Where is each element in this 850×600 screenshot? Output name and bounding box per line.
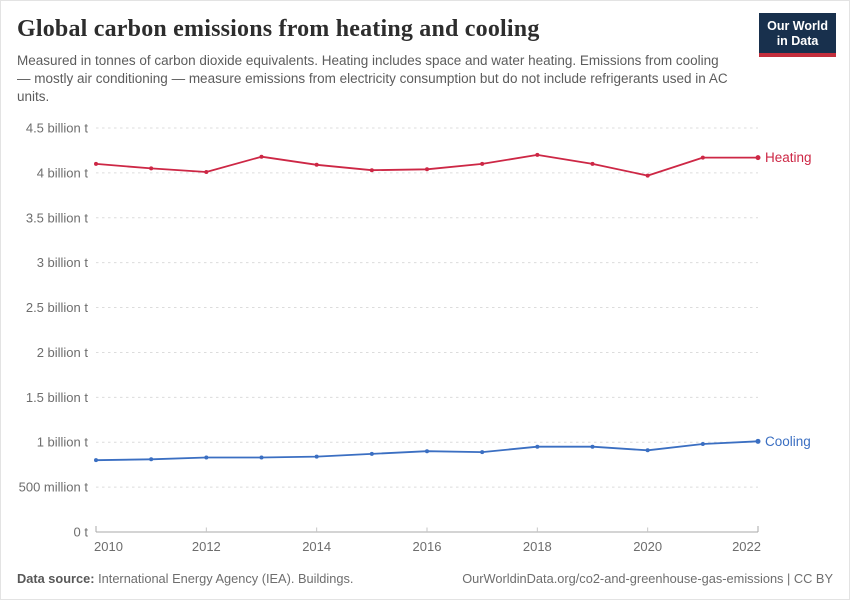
chart-header: Global carbon emissions from heating and… <box>1 1 849 106</box>
data-source-label: Data source: <box>17 571 95 586</box>
heating-line-series[interactable]: Heating <box>94 150 812 178</box>
data-point-marker[interactable] <box>259 154 264 159</box>
data-point-marker[interactable] <box>94 458 98 463</box>
page-title: Global carbon emissions from heating and… <box>17 16 540 42</box>
chart-footer: Data source: International Energy Agency… <box>17 571 833 586</box>
data-point-marker[interactable] <box>94 161 98 166</box>
x-tick-label: 2016 <box>413 539 442 554</box>
data-point-marker[interactable] <box>700 155 705 160</box>
chart-subtitle: Measured in tonnes of carbon dioxide equ… <box>17 53 728 105</box>
x-axis: 2010 2012 2014 2016 2018 2020 2022 <box>94 526 761 554</box>
data-point-marker[interactable] <box>204 455 209 460</box>
x-tick-label: 2018 <box>523 539 552 554</box>
x-tick-label: 2020 <box>633 539 662 554</box>
data-point-marker[interactable] <box>480 450 485 455</box>
x-tick-label: 2022 <box>732 539 761 554</box>
owid-logo[interactable]: Our World in Data <box>759 13 836 57</box>
data-point-marker[interactable] <box>535 444 540 449</box>
y-tick-label: 1 billion t <box>37 435 89 450</box>
x-tick-label: 2012 <box>192 539 221 554</box>
data-point-marker[interactable] <box>425 449 429 454</box>
data-point-marker[interactable] <box>369 168 374 173</box>
owid-logo-line1: Our World <box>767 19 828 33</box>
data-point-marker[interactable] <box>314 162 319 167</box>
y-tick-label: 4 billion t <box>37 165 89 180</box>
y-gridlines <box>96 127 758 488</box>
data-point-marker[interactable] <box>204 169 209 174</box>
data-point-marker[interactable] <box>645 173 650 178</box>
data-point-marker[interactable] <box>535 152 540 157</box>
data-point-marker[interactable] <box>259 455 264 460</box>
series-label-heating[interactable]: Heating <box>765 150 812 165</box>
y-tick-label: 2 billion t <box>37 345 89 360</box>
y-tick-label: 3.5 billion t <box>26 210 89 225</box>
data-source-text: International Energy Agency (IEA). Build… <box>94 571 354 586</box>
y-tick-label: 1.5 billion t <box>26 390 89 405</box>
y-tick-label: 500 million t <box>19 480 89 495</box>
data-point-marker[interactable] <box>480 161 485 166</box>
credit-link[interactable]: OurWorldinData.org/co2-and-greenhouse-ga… <box>462 571 833 586</box>
y-axis-labels: 0 t 500 million t 1 billion t 1.5 billion t… <box>19 121 89 540</box>
data-source: Data source: International Energy Agency… <box>17 571 353 586</box>
data-point-marker[interactable] <box>700 442 705 447</box>
data-point-marker[interactable] <box>149 457 154 462</box>
cooling-line-series[interactable]: Cooling <box>94 434 811 463</box>
data-point-marker[interactable] <box>425 167 429 172</box>
x-tick-label: 2014 <box>302 539 331 554</box>
series-label-cooling[interactable]: Cooling <box>765 434 811 449</box>
line-chart[interactable]: 0 t 500 million t 1 billion t 1.5 billion t… <box>1 113 850 559</box>
data-point-marker[interactable] <box>590 444 595 449</box>
y-tick-label: 2.5 billion t <box>26 300 89 315</box>
data-point-marker[interactable] <box>755 438 761 444</box>
data-point-marker[interactable] <box>369 451 374 456</box>
data-point-marker[interactable] <box>755 155 761 161</box>
y-tick-label: 4.5 billion t <box>26 121 89 136</box>
y-tick-label: 0 t <box>74 525 89 540</box>
y-tick-label: 3 billion t <box>37 255 89 270</box>
data-point-marker[interactable] <box>645 448 650 453</box>
data-point-marker[interactable] <box>314 454 319 459</box>
owid-logo-line2: in Data <box>776 33 819 48</box>
data-point-marker[interactable] <box>590 161 595 166</box>
data-point-marker[interactable] <box>149 166 154 171</box>
x-tick-label: 2010 <box>94 539 123 554</box>
